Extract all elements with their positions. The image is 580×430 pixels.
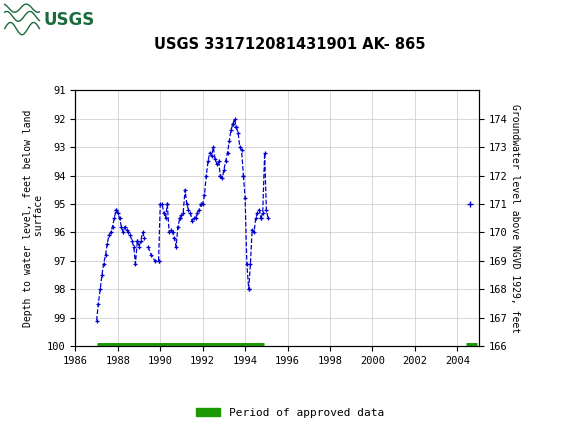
Y-axis label: Depth to water level, feet below land
 surface: Depth to water level, feet below land su…: [23, 110, 44, 327]
Text: USGS 331712081431901 AK- 865: USGS 331712081431901 AK- 865: [154, 37, 426, 52]
Y-axis label: Groundwater level above NGVD 1929, feet: Groundwater level above NGVD 1929, feet: [510, 104, 520, 333]
Text: USGS: USGS: [44, 12, 95, 29]
Legend: Period of approved data: Period of approved data: [191, 403, 389, 422]
